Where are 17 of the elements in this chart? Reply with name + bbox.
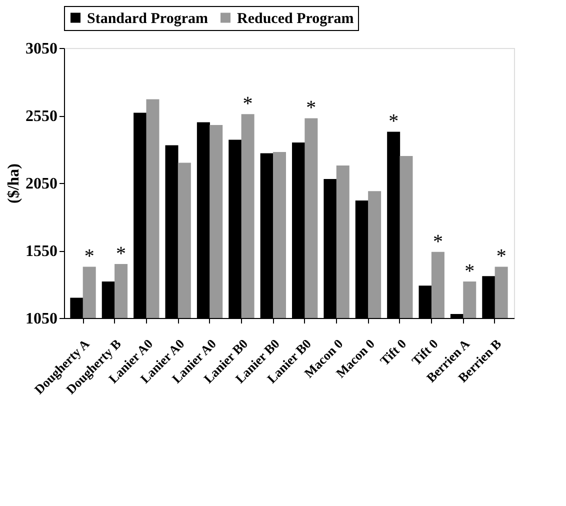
legend-label: Standard Program: [87, 10, 208, 27]
y-axis-title: ($/ha): [6, 164, 22, 204]
data-label: *: [464, 260, 475, 283]
y-tick-label: 2050: [26, 176, 58, 192]
legend-label: Reduced Program: [237, 10, 354, 27]
data-label: *: [306, 97, 316, 120]
y-tick-label: 3050: [26, 40, 58, 58]
y-tick-label: 2550: [26, 108, 58, 125]
data-label: *: [388, 110, 399, 133]
data-label: *: [84, 246, 94, 268]
y-tick-label: 1050: [26, 310, 58, 328]
data-label: *: [242, 93, 253, 116]
data-label: *: [432, 230, 443, 253]
x-tick-label: Tift 0: [376, 336, 410, 368]
data-label: *: [496, 246, 506, 268]
data-label: *: [116, 243, 126, 265]
y-tick-label: 1550: [26, 243, 58, 260]
